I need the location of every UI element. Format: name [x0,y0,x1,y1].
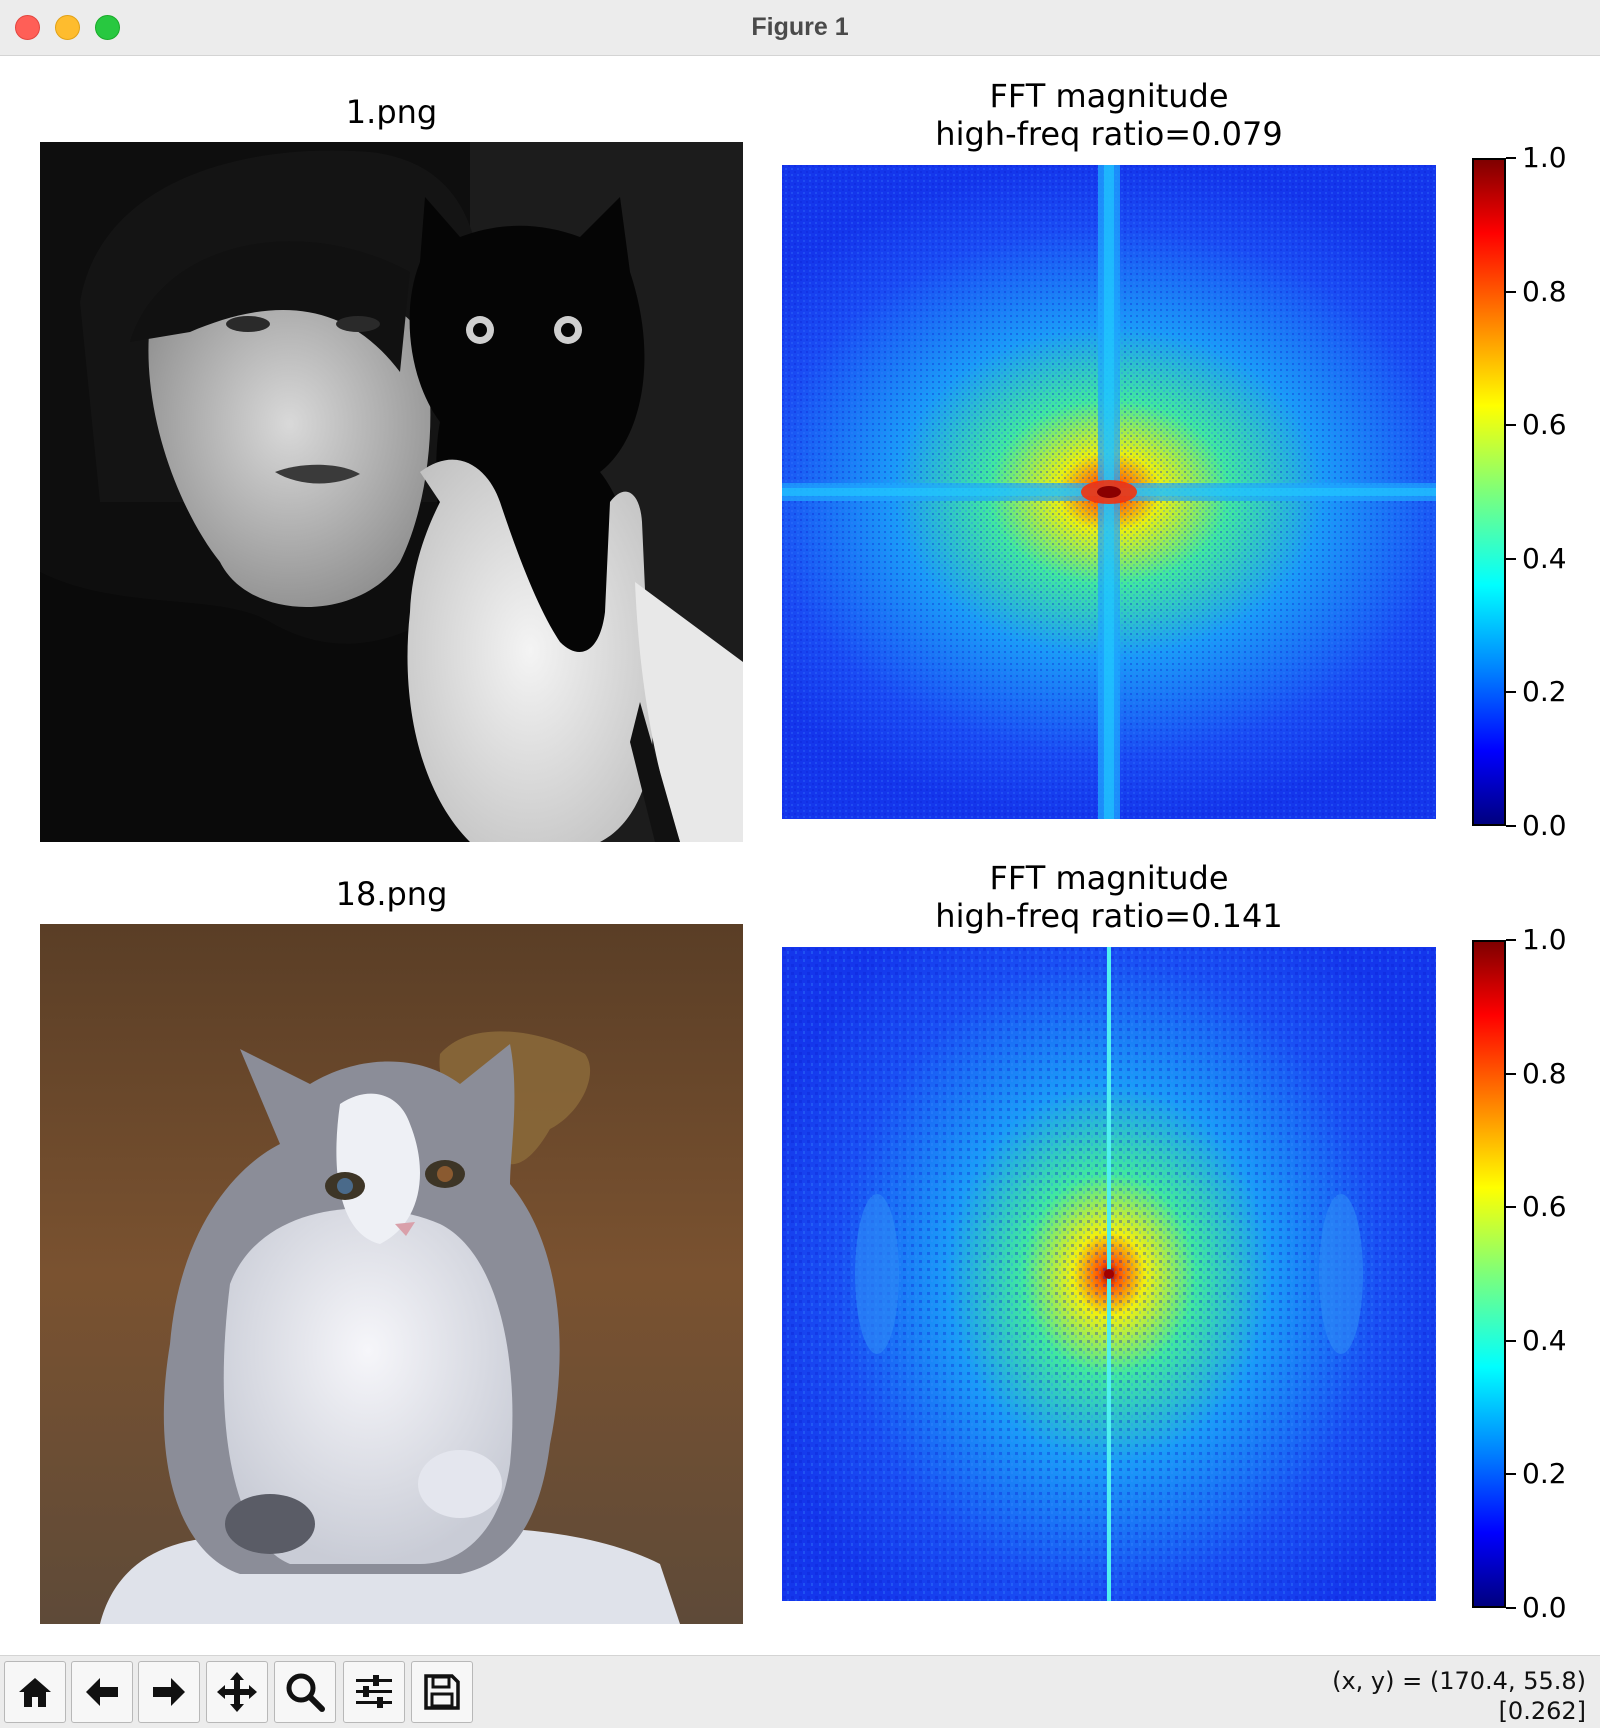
colorbar-1-tick-label: 0.6 [1522,408,1567,442]
fft-title-1-line2: high-freq ratio=0.079 [935,115,1283,153]
fft-title-1-line1: FFT magnitude [989,77,1229,115]
colorbar-1-tick-mark [1506,290,1516,293]
cursor-coordinates-readout: (x, y) = (170.4, 55.8) [0.262] [1332,1666,1586,1726]
colorbar-2-tick-mark [1506,1473,1516,1476]
home-icon [19,1678,51,1707]
colorbar-2-tick-label: 0.8 [1522,1056,1567,1090]
colorbar-2-tick-label: 0.4 [1522,1323,1567,1357]
coords-xy: (x, y) = (170.4, 55.8) [1332,1667,1586,1695]
colorbar-2-tick-label: 0.2 [1522,1457,1567,1491]
minimize-window-button[interactable] [55,15,80,40]
close-window-button[interactable] [15,15,40,40]
pan-button[interactable] [206,1661,268,1723]
fft-magnitude-spectrum-1 [782,165,1436,819]
zoom-button[interactable] [274,1661,336,1723]
back-button[interactable] [71,1661,133,1723]
zoom-magnifier-icon [286,1673,325,1712]
figure-canvas[interactable]: 1.png [0,57,1600,1655]
image-title-1: 1.png [345,93,438,131]
colorbar-2-tick-mark [1506,1339,1516,1342]
colorbar-1-tick-mark [1506,157,1516,159]
coords-value: [0.262] [1498,1697,1586,1725]
colorbar-1-tick-label: 0.4 [1522,541,1567,575]
colorbar-2-tick-label: 0.6 [1522,1190,1567,1224]
save-floppy-icon [424,1674,460,1710]
navigation-toolbar: (x, y) = (170.4, 55.8) [0.262] [0,1655,1600,1728]
home-button[interactable] [4,1661,66,1723]
colorbar-2 [1472,940,1506,1608]
colorbar-1-tick-label: 0.8 [1522,274,1567,308]
colorbar-1-tick-label: 0.2 [1522,675,1567,709]
window-titlebar: Figure 1 [0,0,1600,56]
forward-arrow-icon [153,1678,185,1706]
configure-subplots-icon [356,1675,392,1708]
colorbar-1-tick-mark [1506,424,1516,427]
colorbar-1-tick-label: 1.0 [1522,141,1567,174]
colorbar-1-tick-mark [1506,825,1516,827]
window-title: Figure 1 [751,13,849,41]
image-title-2: 18.png [335,875,448,913]
photo-woman-with-black-cat [40,142,743,842]
zoom-window-button[interactable] [95,15,120,40]
colorbar-2-tick-label: 1.0 [1522,923,1567,956]
fft-magnitude-spectrum-2 [782,947,1436,1601]
colorbar-1-tick-mark [1506,691,1516,694]
colorbar-2-tick-mark [1506,1206,1516,1209]
colorbar-2-tick-label: 0.0 [1522,1591,1567,1624]
photo-gray-white-kitten [40,924,743,1624]
fft-title-2-line2: high-freq ratio=0.141 [935,897,1283,935]
colorbar-1-tick-label: 0.0 [1522,809,1567,842]
fft-title-2-line1: FFT magnitude [989,859,1229,897]
colorbar-1 [1472,158,1506,826]
pan-move-icon [217,1672,257,1712]
colorbar-2-tick-mark [1506,939,1516,941]
forward-button[interactable] [138,1661,200,1723]
colorbar-2-tick-mark [1506,1072,1516,1075]
save-button[interactable] [411,1661,473,1723]
configure-subplots-button[interactable] [343,1661,405,1723]
colorbar-2-tick-mark [1506,1607,1516,1609]
back-arrow-icon [86,1678,118,1706]
colorbar-1-tick-mark [1506,557,1516,560]
